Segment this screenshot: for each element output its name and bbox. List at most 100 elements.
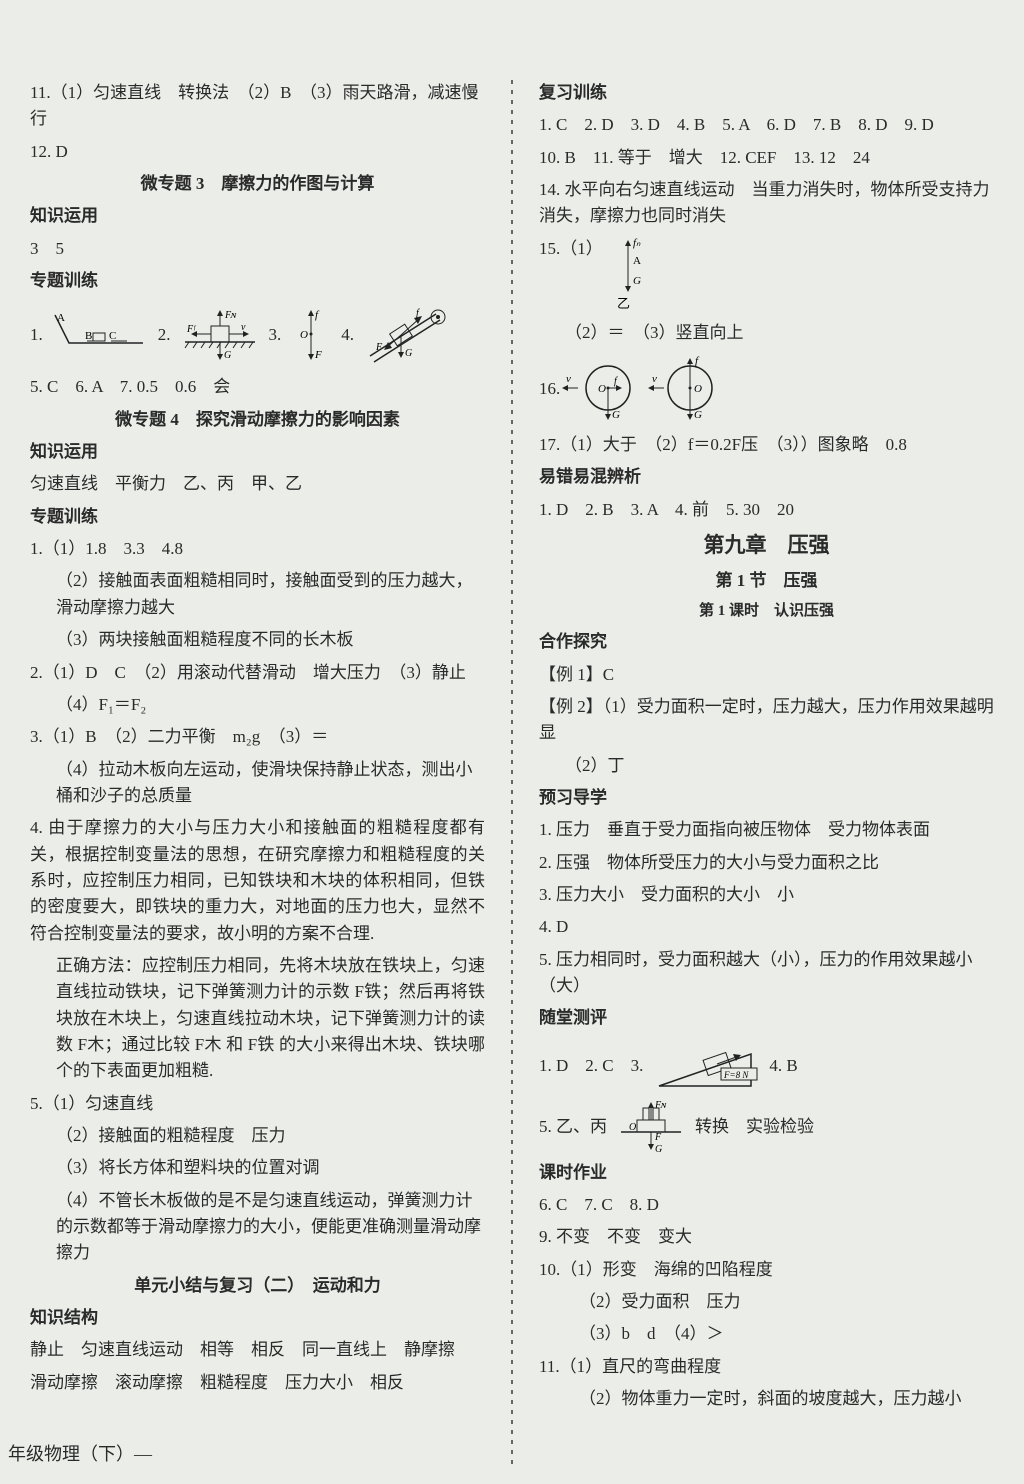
structure-1: 静止 匀速直线运动 相等 相反 同一直线上 静摩擦 bbox=[30, 1337, 485, 1363]
q5a: 5.（1）匀速直线 bbox=[30, 1091, 485, 1117]
label-f8n: F=8 N bbox=[723, 1070, 749, 1080]
class-test-heading: 随堂测评 bbox=[539, 1005, 994, 1031]
diagram-4-icon: f G F bbox=[364, 306, 450, 364]
label-F5: F bbox=[654, 1132, 662, 1143]
knowledge-heading-4: 知识运用 bbox=[30, 439, 485, 465]
preview-3: 3. 压力大小 受力面积的大小 小 bbox=[539, 882, 994, 908]
label-f16a: f bbox=[614, 376, 618, 387]
q4b: 正确方法：应控制压力相同，先将木块放在铁块上，匀速直线拉动铁块，记下弹簧测力计的… bbox=[30, 953, 485, 1085]
label-v: v bbox=[241, 322, 246, 333]
class-test-row5: 5. 乙、丙 Fɴ F G O 转换 实验检验 bbox=[539, 1100, 994, 1154]
label-v16a: v bbox=[566, 373, 571, 385]
label-a: A bbox=[57, 312, 65, 324]
diagram-weight-icon: Fɴ F G O bbox=[615, 1100, 687, 1154]
q5d: （4）不管长木板做的是不是匀速直线运动，弹簧测力计的示数都等于滑动摩擦力的大小，… bbox=[30, 1188, 485, 1267]
r-answer-17: 17.（1）大于 （2）f＝0.2F压 （3））图象略 0.8 bbox=[539, 432, 994, 458]
column-divider bbox=[511, 80, 513, 1464]
diagram-15-icon: fₙ A G 乙 bbox=[603, 236, 653, 314]
q3a: 3.（1）B （2）二力平衡 m₂g （3）＝ bbox=[30, 724, 485, 750]
hw-6-8: 6. C 7. C 8. D bbox=[539, 1192, 994, 1218]
knowledge-structure-heading: 知识结构 bbox=[30, 1305, 485, 1331]
hw-11a: 11.（1）直尺的弯曲程度 bbox=[539, 1354, 994, 1380]
micro-topic-4-title: 微专题 4 探究滑动摩擦力的影响因素 bbox=[30, 407, 485, 433]
label-G5: G bbox=[655, 1144, 662, 1154]
label-f3: f bbox=[315, 309, 320, 321]
diag-3-label: 3. bbox=[269, 325, 282, 345]
label-v16b: v bbox=[652, 373, 657, 385]
special-training-heading-4: 专题训练 bbox=[30, 504, 485, 530]
section-1-title: 第 1 节 压强 bbox=[539, 568, 994, 594]
label-g16a: G bbox=[612, 409, 620, 421]
hw-10b: （2）受力面积 压力 bbox=[539, 1289, 994, 1315]
knowledge-3-answers: 3 5 bbox=[30, 236, 485, 262]
r-answers-1-9: 1. C 2. D 3. D 4. B 5. A 6. D 7. B 8. D … bbox=[539, 112, 994, 138]
label-o16a: O bbox=[598, 383, 606, 395]
r-answers-10-13: 10. B 11. 等于 增大 12. CEF 13. 12 24 bbox=[539, 145, 994, 171]
diag-2-label: 2. bbox=[158, 325, 171, 345]
r-answer-16: 16. O f G v O f G v bbox=[539, 352, 994, 426]
class-test-1-3: 1. D 2. C 3. bbox=[539, 1053, 643, 1079]
q5b: （2）接触面的粗糙程度 压力 bbox=[30, 1123, 485, 1149]
hw-10c: （3）b d （4）＞ bbox=[539, 1321, 994, 1347]
special-training-heading: 专题训练 bbox=[30, 268, 485, 294]
q1a: 1.（1）1.8 3.3 4.8 bbox=[30, 536, 485, 562]
unit-summary-title: 单元小结与复习（二） 运动和力 bbox=[30, 1273, 485, 1299]
r-answer-15-1: 15.（1） fₙ A G 乙 bbox=[539, 236, 994, 314]
preview-1: 1. 压力 垂直于受力面指向被压物体 受力物体表面 bbox=[539, 817, 994, 843]
q1c: （3）两块接触面粗糙程度不同的长木板 bbox=[30, 627, 485, 653]
micro-topic-3-title: 微专题 3 摩擦力的作图与计算 bbox=[30, 171, 485, 197]
label-F3: F bbox=[314, 349, 322, 361]
example-2b: （2）丁 bbox=[539, 753, 994, 779]
label-g16b: G bbox=[694, 409, 702, 421]
diagram-incline-icon: F=8 N bbox=[651, 1038, 761, 1094]
label-G15: G bbox=[633, 275, 641, 287]
diagram-1-icon: A B C bbox=[53, 311, 148, 359]
q3b: （4）拉动木板向左运动，使滑块保持静止状态，测出小桶和沙子的总质量 bbox=[30, 757, 485, 810]
knowledge-heading: 知识运用 bbox=[30, 203, 485, 229]
preview-heading: 预习导学 bbox=[539, 785, 994, 811]
q4a: 4. 由于摩擦力的大小与压力大小和接触面的粗糙程度都有关，根据控制变量法的思想，… bbox=[30, 815, 485, 947]
hw-10a: 10.（1）形变 海绵的凹陷程度 bbox=[539, 1257, 994, 1283]
class-test-5a: 5. 乙、丙 bbox=[539, 1114, 607, 1140]
r-answer-15-2: （2）＝ （3）竖直向上 bbox=[539, 320, 994, 346]
diagram-2-icon: Fɴ v Fᶠ G bbox=[181, 306, 259, 364]
homework-heading: 课时作业 bbox=[539, 1160, 994, 1186]
error-analysis-answers: 1. D 2. B 3. A 4. 前 5. 30 20 bbox=[539, 497, 994, 523]
label-yi: 乙 bbox=[617, 296, 630, 311]
q2b: （4）F₁＝F₂ bbox=[30, 692, 485, 718]
label-o: O bbox=[300, 329, 308, 341]
error-analysis-heading: 易错易混辨析 bbox=[539, 464, 994, 490]
preview-4: 4. D bbox=[539, 914, 994, 940]
label-A15: A bbox=[633, 255, 641, 267]
example-1: 【例 1】C bbox=[539, 662, 994, 688]
knowledge-4-answers: 匀速直线 平衡力 乙、丙 甲、乙 bbox=[30, 471, 485, 497]
diag-1-label: 1. bbox=[30, 325, 43, 345]
answer-12: 12. D bbox=[30, 139, 485, 165]
right-column: 复习训练 1. C 2. D 3. D 4. B 5. A 6. D 7. B … bbox=[539, 80, 994, 1464]
class-test-4: 4. B bbox=[769, 1053, 797, 1079]
hw-11b: （2）物体重力一定时，斜面的坡度越大，压力越小 bbox=[539, 1386, 994, 1412]
lesson-1-title: 第 1 课时 认识压强 bbox=[539, 600, 994, 623]
class-test-row1: 1. D 2. C 3. F=8 N 4. B bbox=[539, 1038, 994, 1094]
structure-2: 滑动摩擦 滚动摩擦 粗糙程度 压力大小 相反 bbox=[30, 1370, 485, 1396]
preview-2: 2. 压强 物体所受压力的大小与受力面积之比 bbox=[539, 850, 994, 876]
answer-5-7: 5. C 6. A 7. 0.5 0.6 会 bbox=[30, 374, 485, 400]
label-F4: F bbox=[375, 342, 383, 353]
review-training-heading: 复习训练 bbox=[539, 80, 994, 106]
left-column: 11.（1）匀速直线 转换法 （2）B （3）雨天路滑，减速慢行 12. D 微… bbox=[30, 80, 485, 1464]
label-fn: Fɴ bbox=[224, 310, 237, 321]
cooperative-inquiry-heading: 合作探究 bbox=[539, 629, 994, 655]
preview-5: 5. 压力相同时，受力面积越大（小），压力的作用效果越小（大） bbox=[539, 947, 994, 1000]
label-g: G bbox=[224, 350, 231, 361]
label-fn15: fₙ bbox=[633, 237, 641, 249]
class-test-5b: 转换 实验检验 bbox=[695, 1114, 814, 1140]
answer-11: 11.（1）匀速直线 转换法 （2）B （3）雨天路滑，减速慢行 bbox=[30, 80, 485, 133]
r-answer-14: 14. 水平向右匀速直线运动 当重力消失时，物体所受支持力消失，摩擦力也同时消失 bbox=[539, 177, 994, 230]
chapter-9-title: 第九章 压强 bbox=[539, 529, 994, 562]
label-O5: O bbox=[629, 1122, 636, 1133]
diagram-row: 1. A B C 2. bbox=[30, 306, 485, 364]
label-c: C bbox=[109, 330, 116, 342]
label-b: B bbox=[85, 330, 92, 342]
diagram-16-icon: O f G v O f G v bbox=[560, 352, 740, 426]
r16-label: 16. bbox=[539, 376, 560, 402]
